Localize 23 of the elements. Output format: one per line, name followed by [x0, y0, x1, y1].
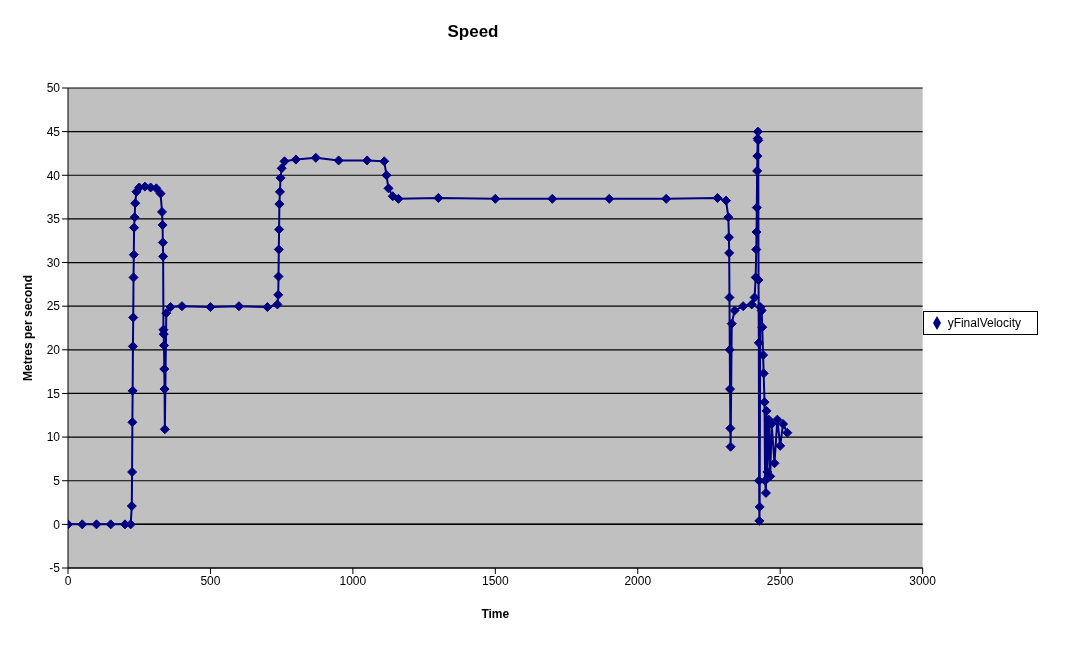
y-tick-label: 5	[53, 473, 61, 488]
x-tick-label: 3000	[909, 573, 937, 588]
y-tick-label: 10	[46, 430, 61, 445]
y-tick-label: 25	[46, 299, 61, 314]
x-tick-label: 2000	[624, 573, 652, 588]
y-tick-label: 50	[46, 81, 61, 96]
y-tick-label: 0	[53, 517, 61, 532]
x-axis-title: Time	[481, 607, 510, 621]
x-tick-label: 0	[64, 573, 72, 588]
y-tick-label: 30	[46, 255, 61, 270]
y-axis-title: Metres per second	[21, 274, 36, 382]
x-tick-label: 1000	[339, 573, 367, 588]
legend-label: yFinalVelocity	[947, 315, 1021, 330]
x-tick-label: 500	[200, 573, 221, 588]
y-tick-label: 20	[46, 343, 61, 358]
y-tick-label: 35	[46, 212, 61, 227]
y-tick-label: 40	[46, 168, 61, 183]
x-tick-label: 1500	[481, 573, 509, 588]
y-tick-label: 15	[46, 386, 61, 401]
x-tick-label: 2500	[766, 573, 794, 588]
chart-title: Speed	[446, 22, 500, 42]
y-tick-label: 45	[46, 124, 61, 139]
y-tick-label: -5	[49, 561, 61, 576]
